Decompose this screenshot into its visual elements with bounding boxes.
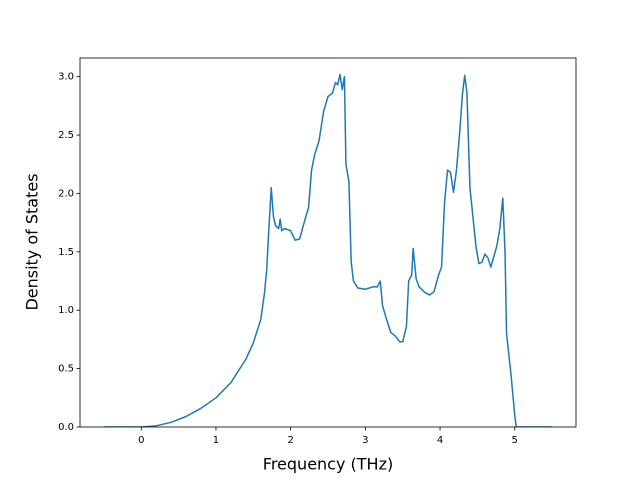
plot-frame bbox=[79, 57, 577, 428]
x-tick-label: 3 bbox=[362, 435, 368, 446]
x-axis-label: Frequency (THz) bbox=[263, 455, 393, 474]
y-tick-label: 3.0 bbox=[58, 72, 74, 83]
y-tick-label: 2.5 bbox=[58, 130, 74, 141]
x-tick-label: 1 bbox=[213, 435, 219, 446]
x-tick-label: 5 bbox=[512, 435, 518, 446]
y-tick-label: 0.0 bbox=[58, 422, 74, 433]
y-tick-label: 1.5 bbox=[58, 247, 74, 258]
y-axis-label: Density of States bbox=[23, 173, 42, 310]
y-tick-label: 1.0 bbox=[58, 305, 74, 316]
x-tick-label: 4 bbox=[437, 435, 443, 446]
x-tick-label: 2 bbox=[287, 435, 293, 446]
y-tick-label: 2.0 bbox=[58, 188, 74, 199]
x-tick-label: 0 bbox=[138, 435, 144, 446]
density-line bbox=[103, 73, 553, 427]
y-tick-label: 0.5 bbox=[58, 364, 74, 375]
